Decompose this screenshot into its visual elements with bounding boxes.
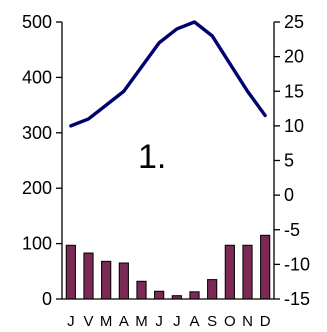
precipitation-bar [101, 260, 112, 300]
precipitation-bar [207, 279, 218, 300]
right-axis-tick-label: 15 [284, 81, 304, 101]
month-label: D [260, 313, 271, 330]
month-label: M [135, 313, 148, 330]
left-axis-tick-label: 0 [42, 289, 52, 309]
precipitation-bar [189, 291, 200, 300]
right-axis-tick-label: 0 [284, 185, 294, 205]
axes-layer [56, 21, 280, 300]
month-label: A [119, 313, 129, 330]
left-axis-tick-label: 100 [22, 234, 52, 254]
right-axis-tick-label: -5 [284, 220, 300, 240]
precipitation-bar [242, 244, 253, 300]
month-label: J [67, 313, 75, 330]
right-axis-tick-label: -10 [284, 254, 310, 274]
month-label: V [83, 313, 93, 330]
precipitation-bar [65, 244, 76, 300]
month-label: J [173, 313, 181, 330]
precipitation-bar [154, 290, 165, 300]
temperature-line [69, 20, 267, 128]
precipitation-bar [118, 262, 129, 300]
precipitation-bar [136, 280, 147, 300]
chart-annotation-label: 1. [138, 138, 166, 176]
left-axis-tick-label: 200 [22, 178, 52, 198]
right-axis-tick-label: 25 [284, 12, 304, 32]
month-label: O [224, 313, 236, 330]
line-layer [69, 20, 267, 128]
precipitation-bar [83, 252, 94, 300]
left-axis-tick-label: 300 [22, 123, 52, 143]
left-axis-tick-label: 500 [22, 12, 52, 32]
left-axis-tick-label: 400 [22, 67, 52, 87]
month-label: J [155, 313, 163, 330]
month-label: A [189, 313, 199, 330]
right-axis-tick-label: -15 [284, 289, 310, 309]
month-label: N [242, 313, 253, 330]
precipitation-bar [224, 244, 235, 300]
month-label: S [207, 313, 217, 330]
bars-layer [65, 234, 271, 300]
precipitation-bar [260, 234, 271, 300]
right-axis-tick-label: 20 [284, 47, 304, 67]
right-axis-tick-label: 10 [284, 116, 304, 136]
month-label: M [100, 313, 113, 330]
right-axis-tick-label: 5 [284, 151, 294, 171]
